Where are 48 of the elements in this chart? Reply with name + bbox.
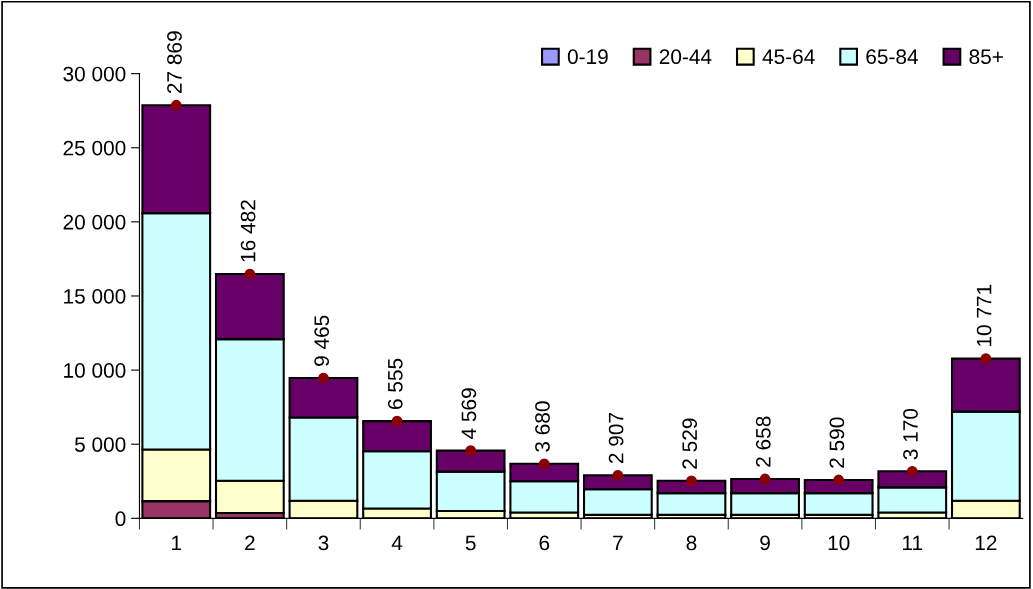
point xyxy=(980,353,992,365)
data-label: 2 907 xyxy=(608,413,624,464)
y-tick-label: 15 000 xyxy=(64,288,126,304)
x-tick-label: 8 xyxy=(686,535,697,551)
data-label: 2 658 xyxy=(755,416,771,467)
y-tick-label: 10 000 xyxy=(64,363,126,378)
point xyxy=(244,268,256,280)
y-tick-label: 0 xyxy=(115,511,126,527)
x-tick-label: 5 xyxy=(465,535,476,551)
data-label: 10 771 xyxy=(976,284,992,346)
x-tick-label: 1 xyxy=(172,535,182,551)
point xyxy=(906,465,918,477)
y-tick-label: 30 000 xyxy=(63,66,126,82)
data-label: 4 569 xyxy=(461,388,477,439)
point xyxy=(465,445,477,456)
data-label: 2 590 xyxy=(829,417,845,468)
x-tick-label: 10 xyxy=(828,535,850,551)
y-tick-label: 5 000 xyxy=(74,437,126,452)
point xyxy=(759,473,771,485)
x-tick-label: 11 xyxy=(903,535,923,551)
legend-label: 45-64 xyxy=(762,49,815,65)
point xyxy=(318,372,329,384)
point xyxy=(686,475,697,487)
y-tick-label: 20 000 xyxy=(63,214,126,230)
data-label: 9 465 xyxy=(314,315,330,366)
x-tick-label: 7 xyxy=(613,535,623,551)
point xyxy=(612,469,624,481)
point xyxy=(391,415,403,427)
x-tick-label: 9 xyxy=(760,535,770,551)
x-tick-label: 3 xyxy=(318,535,329,551)
data-label: 27 869 xyxy=(167,31,182,94)
y-tick-label: 25 000 xyxy=(63,140,126,156)
data-label: 6 555 xyxy=(387,358,403,409)
data-label: 3 680 xyxy=(535,401,550,452)
point xyxy=(170,99,182,111)
point xyxy=(833,474,845,486)
data-label: 2 529 xyxy=(682,418,698,469)
x-tick-label: 12 xyxy=(975,535,997,551)
legend-label: 65-84 xyxy=(866,49,918,65)
data-label: 3 170 xyxy=(903,408,918,460)
legend-label: 85+ xyxy=(969,49,1003,65)
x-tick-label: 4 xyxy=(391,535,403,551)
legend-label: 20-44 xyxy=(659,49,712,65)
data-label: 16 482 xyxy=(240,200,256,262)
legend-label: 0-19 xyxy=(567,49,608,65)
point xyxy=(538,458,550,470)
x-tick-label: 6 xyxy=(539,535,550,551)
x-tick-label: 2 xyxy=(245,535,255,551)
